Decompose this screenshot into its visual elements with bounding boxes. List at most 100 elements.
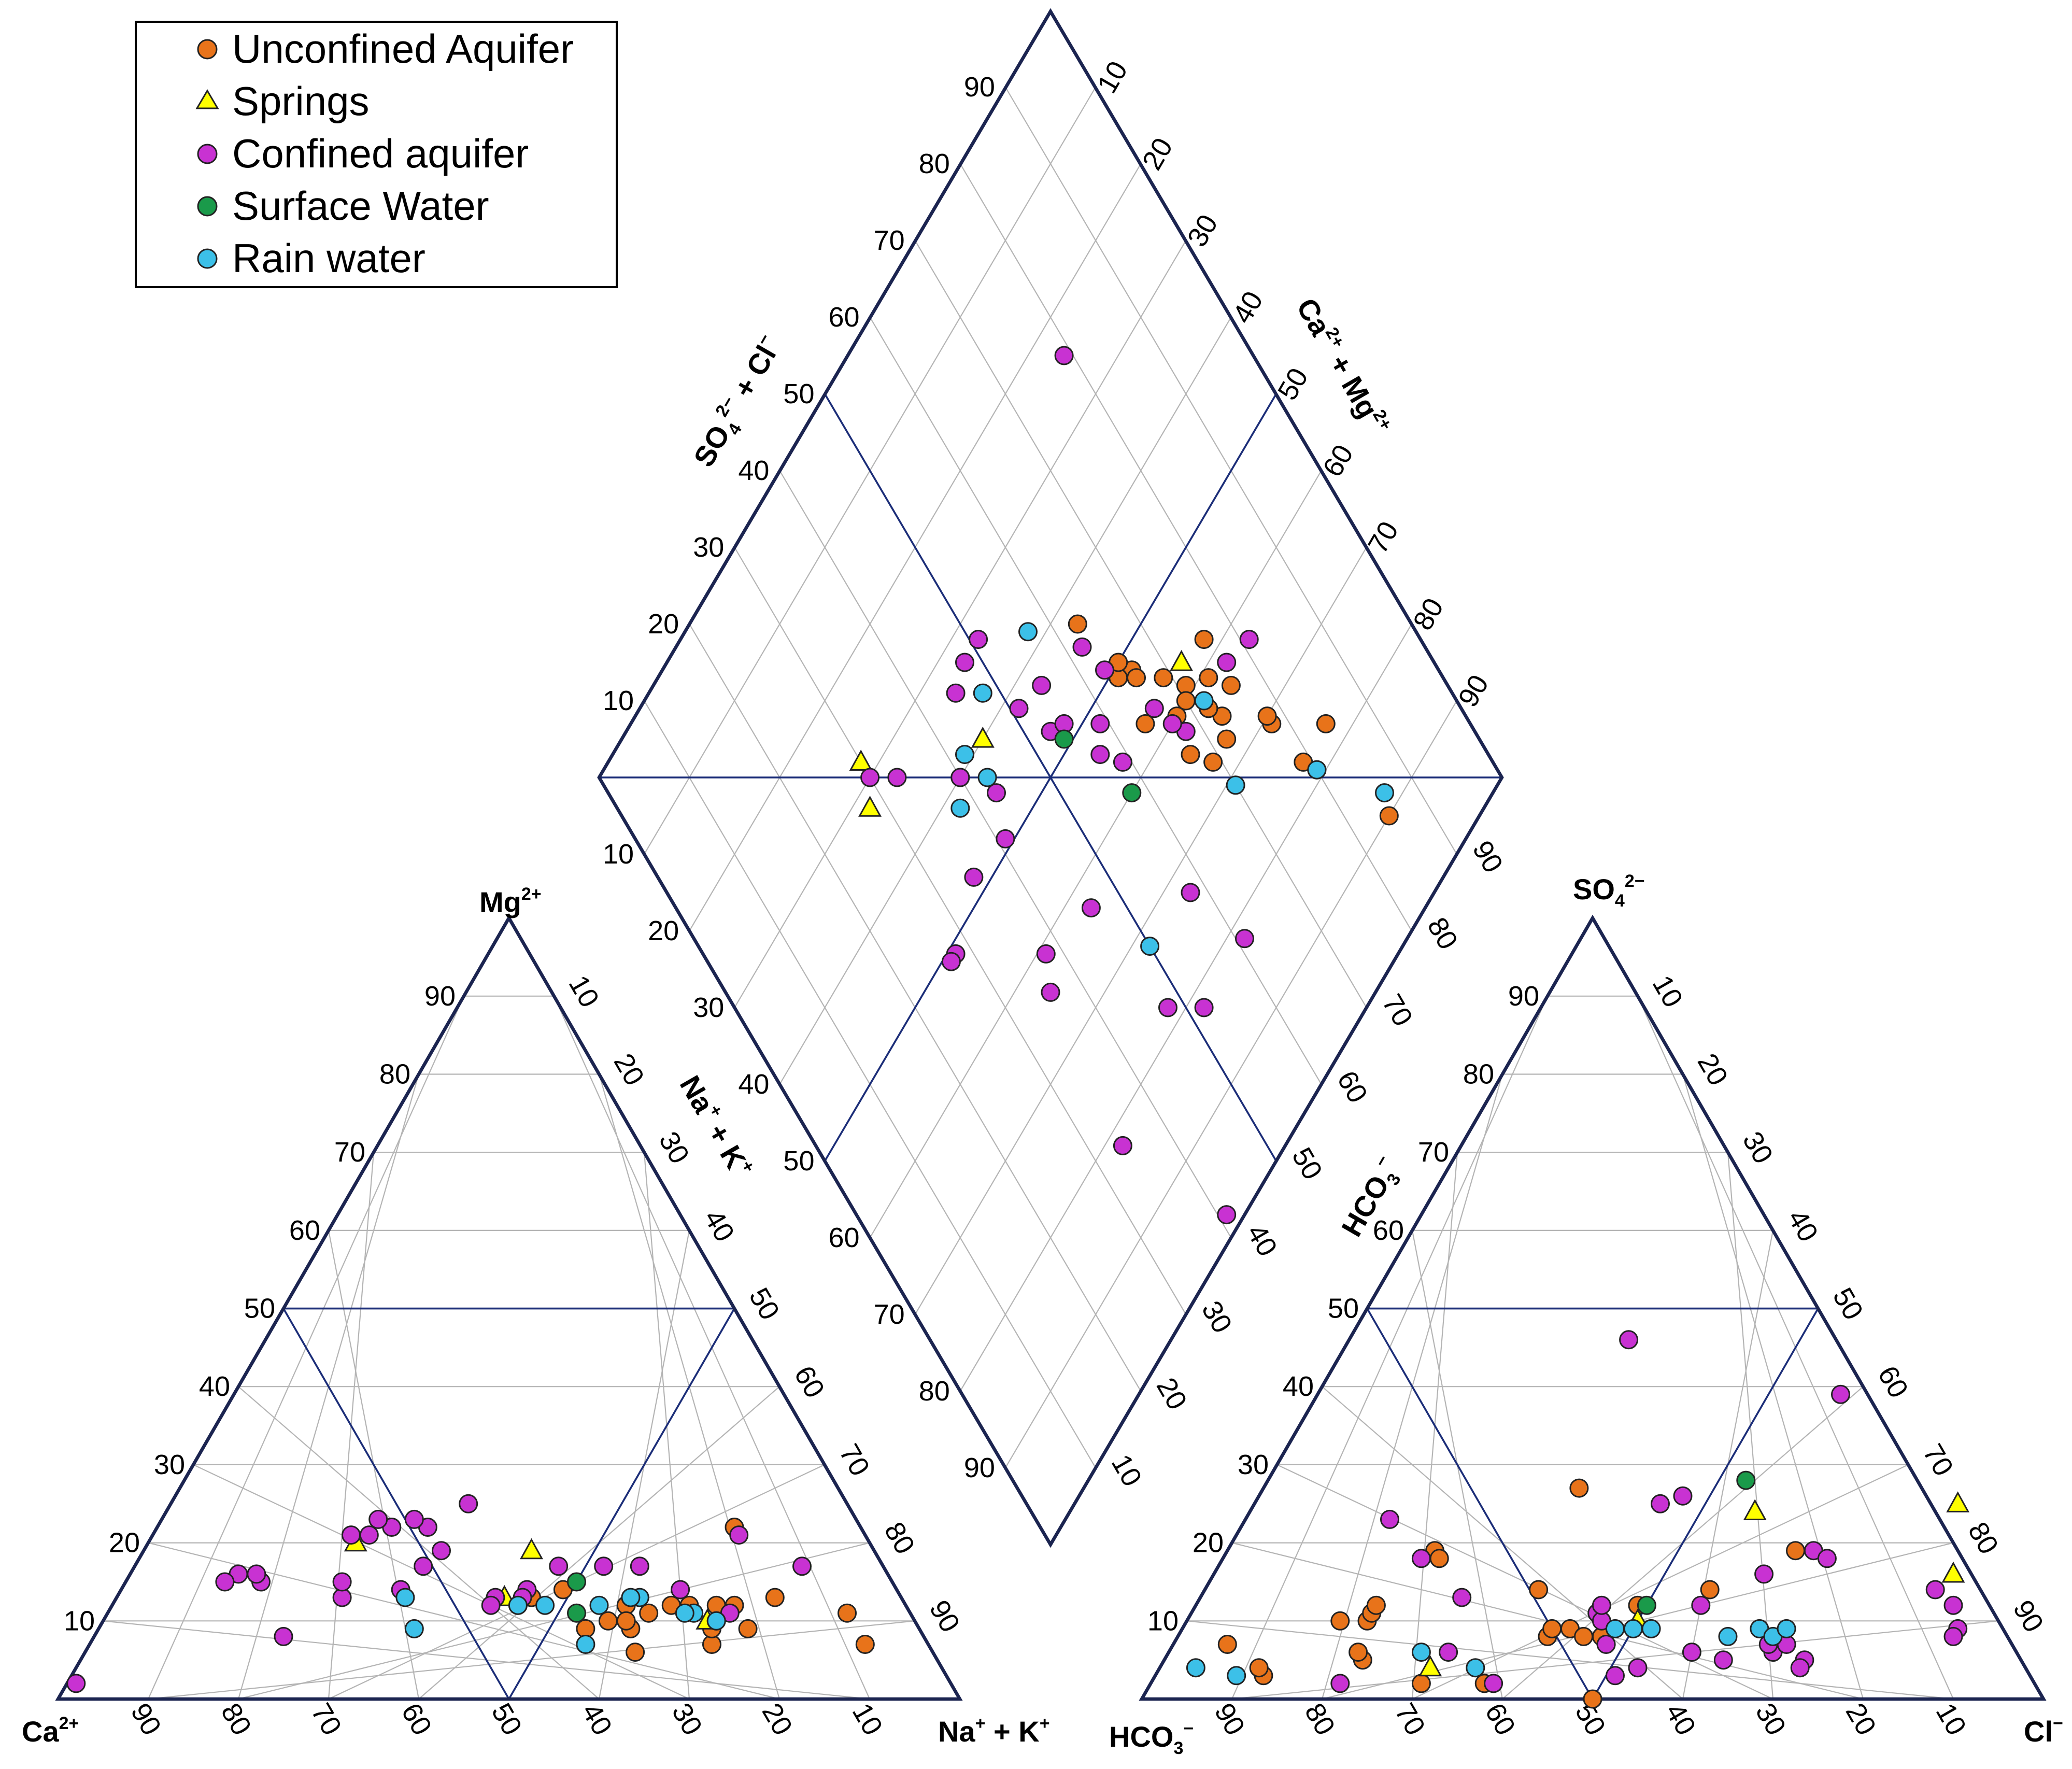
anion-tick-right: 40	[1782, 1205, 1824, 1247]
anion-point-confined	[1682, 1643, 1701, 1662]
cation-point-confined	[215, 1572, 235, 1592]
cation-tick-bottom: 50	[486, 1698, 528, 1740]
anion-point-confined	[1943, 1595, 1963, 1615]
cation-field-line	[508, 1308, 735, 1700]
diamond-point-rain	[1140, 937, 1160, 956]
diamond-point-confined	[1095, 660, 1114, 680]
anion-tick-bottom: 10	[1930, 1698, 1972, 1740]
cation-point-confined	[459, 1494, 478, 1513]
anion-point-confined	[1596, 1635, 1616, 1654]
cation-tick-right: 90	[924, 1595, 966, 1637]
anion-point-confined	[1691, 1595, 1711, 1615]
cation-tick-bottom: 30	[666, 1698, 708, 1740]
legend-label-confined: Confined aquifer	[232, 131, 529, 176]
diamond-tick-lower-right: 10	[1105, 1449, 1148, 1492]
anion-point-rain	[1718, 1626, 1738, 1646]
cation-tick-right: 60	[788, 1361, 831, 1403]
anion-tick-bottom: 60	[1479, 1698, 1522, 1740]
anion-point-confined	[1619, 1330, 1639, 1350]
diamond-point-confined	[1009, 699, 1029, 718]
anion-point-confined	[1673, 1486, 1693, 1506]
diamond-point-confined	[1194, 998, 1214, 1017]
cation-mg-title: Mg2+	[479, 884, 542, 918]
diamond-tick-lower-right: 80	[1421, 912, 1464, 955]
cation-point-unconfined	[598, 1611, 618, 1631]
cation-tick-right: 80	[878, 1517, 921, 1560]
anion-tick-left: 90	[1508, 981, 1539, 1012]
diamond-tick-upper-left: 80	[919, 148, 950, 179]
anion-point-unconfined	[1529, 1580, 1549, 1600]
diamond-tick-lower-right: 20	[1151, 1372, 1193, 1415]
cation-point-confined	[414, 1556, 433, 1576]
diamond-point-confined	[1113, 1136, 1132, 1155]
diamond-point-rain	[977, 768, 997, 787]
cation-tick-left: 70	[334, 1137, 365, 1168]
diamond-point-confined	[1158, 998, 1177, 1017]
diamond-point-confined	[1032, 675, 1052, 695]
diamond-tick-lower-left: 30	[693, 992, 724, 1023]
legend-label-rain: Rain water	[232, 235, 425, 281]
anion-point-confined	[1592, 1595, 1611, 1615]
anion-tick-right: 70	[1917, 1439, 1960, 1481]
cation-point-springs	[519, 1538, 544, 1560]
diamond-tick-lower-left: 40	[738, 1069, 769, 1100]
anion-point-rain	[1186, 1658, 1205, 1678]
anion-point-confined	[1452, 1588, 1472, 1607]
anion-tick-bottom: 70	[1389, 1698, 1431, 1740]
sample-points	[66, 346, 1970, 1709]
anion-tick-left: 40	[1283, 1371, 1314, 1402]
anion-tick-right: 50	[1827, 1283, 1869, 1325]
diamond-tick-upper-left: 40	[738, 455, 769, 486]
diamond-point-rain	[1375, 783, 1394, 803]
diamond-point-confined	[1054, 346, 1074, 365]
anion-point-confined	[1651, 1494, 1670, 1513]
legend-label-springs: Springs	[232, 78, 369, 124]
diamond-point-unconfined	[1154, 668, 1173, 688]
anion-point-springs	[1743, 1499, 1767, 1520]
cation-point-unconfined	[616, 1611, 636, 1631]
cation-tick-right: 50	[743, 1283, 786, 1325]
legend-marker-confined	[197, 144, 218, 164]
cation-point-surface	[567, 1572, 586, 1592]
anion-tick-right: 20	[1692, 1048, 1734, 1091]
diamond-point-unconfined	[1127, 668, 1146, 688]
anion-point-confined	[1925, 1580, 1945, 1600]
diamond-tick-upper-left: 30	[693, 532, 724, 563]
cation-ca-title: Ca2+	[22, 1714, 79, 1748]
anion-point-springs	[1418, 1655, 1442, 1677]
anion-point-rain	[1623, 1619, 1643, 1638]
cation-tick-bottom: 40	[576, 1698, 618, 1740]
diamond-point-confined	[1072, 637, 1092, 657]
anion-point-confined	[1754, 1564, 1774, 1584]
diamond-point-rain	[1307, 760, 1327, 780]
anion-point-surface	[1736, 1470, 1756, 1490]
cation-point-confined	[247, 1564, 266, 1584]
anion-tick-left: 60	[1373, 1215, 1404, 1246]
anion-point-confined	[1628, 1658, 1648, 1678]
cation-tick-right: 40	[698, 1205, 741, 1247]
diamond-point-unconfined	[1068, 614, 1087, 634]
legend-label-surface: Surface Water	[232, 183, 489, 229]
diamond-point-confined	[1235, 929, 1254, 949]
diamond-tick-lower-left: 60	[829, 1222, 860, 1253]
cation-point-rain	[589, 1595, 609, 1615]
diamond-point-unconfined	[1217, 729, 1237, 749]
anion-point-springs	[1946, 1491, 1970, 1512]
diamond-point-confined	[1090, 714, 1110, 733]
diamond-point-confined	[987, 783, 1006, 803]
anion-point-rain	[1466, 1658, 1485, 1678]
anion-point-unconfined	[1542, 1619, 1562, 1638]
legend-marker-rain	[197, 248, 218, 269]
cation-tick-bottom: 20	[756, 1698, 799, 1740]
cation-field-line	[282, 1308, 510, 1700]
diamond-tick-upper-left: 50	[783, 378, 814, 409]
cation-point-confined	[594, 1556, 614, 1576]
legend-item-confined: Confined aquifer	[197, 131, 529, 176]
cation-point-confined	[432, 1541, 451, 1561]
diamond-point-springs	[1170, 649, 1194, 671]
cation-tick-bottom: 80	[215, 1698, 258, 1740]
diamond-point-confined	[941, 952, 961, 971]
anion-point-confined	[1439, 1643, 1458, 1662]
anion-tick-right: 10	[1647, 970, 1689, 1013]
cation-point-confined	[671, 1580, 690, 1600]
